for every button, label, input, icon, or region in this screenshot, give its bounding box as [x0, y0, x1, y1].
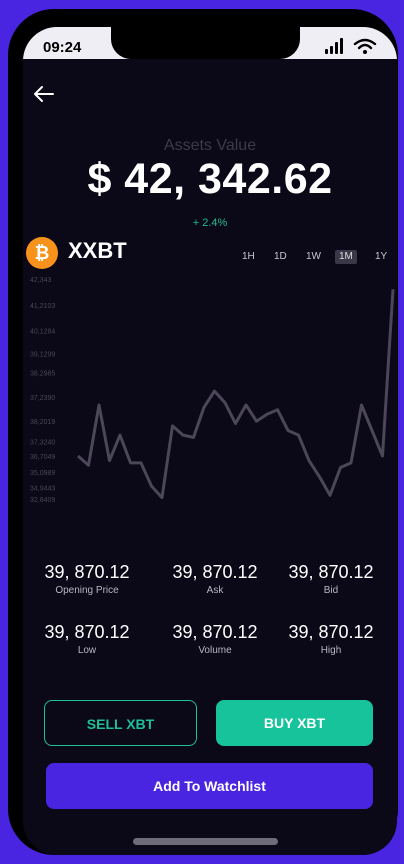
home-indicator[interactable] [133, 838, 278, 845]
tab-1m[interactable]: 1M [335, 250, 357, 264]
y-tick-label: 34,9443 [30, 485, 55, 492]
stat-value: 39, 870.12 [288, 562, 374, 582]
stat-label: Ask [206, 585, 224, 596]
y-tick-label: 40,1284 [30, 328, 55, 335]
sell-button[interactable]: SELL XBT [44, 700, 197, 746]
stat-value: 39, 870.12 [44, 562, 130, 582]
stat-high: 39, 870.12 High [271, 622, 391, 656]
screen: 09:24 Assets Value $ 42, 342.62 + 2.4% ₿… [23, 27, 397, 855]
stat-label: Opening Price [55, 585, 119, 596]
assets-value: $ 42, 342.62 [87, 155, 333, 203]
stat-value: 39, 870.12 [172, 562, 258, 582]
coin-name: XXBT [68, 238, 127, 263]
stat-label: High [320, 645, 342, 656]
status-time: 09:24 [43, 39, 82, 56]
tab-1w[interactable]: 1W [306, 251, 321, 262]
time-range-tabs: 1H 1D 1W 1M 1Y [23, 250, 397, 266]
stat-label: Bid [323, 585, 339, 596]
stat-label: Volume [198, 645, 232, 656]
y-tick-label: 42,343 [30, 277, 52, 284]
stat-opening-price: 39, 870.12 Opening Price [27, 562, 147, 596]
stat-value: 39, 870.12 [288, 622, 374, 642]
stat-low: 39, 870.12 Low [27, 622, 147, 656]
y-tick-label: 37,2390 [30, 395, 55, 402]
buy-button[interactable]: BUY XBT [216, 700, 373, 746]
price-chart: 42,343 41,2103 40,1284 39,1299 38,2985 37,239… [30, 277, 395, 504]
tab-1h[interactable]: 1H [242, 251, 255, 262]
phone-frame: 09:24 Assets Value $ 42, 342.62 + 2.4% ₿… [8, 9, 398, 855]
y-tick-label: 38,2019 [30, 419, 55, 426]
change-percent: + 2.4% [192, 217, 228, 229]
tab-1y[interactable]: 1Y [375, 251, 388, 262]
stat-label: Low [77, 645, 97, 656]
add-to-watchlist-button[interactable]: Add To Watchlist [46, 763, 373, 809]
stat-ask: 39, 870.12 Ask [155, 562, 275, 596]
y-tick-label: 39,1299 [30, 351, 55, 358]
assets-value-label: Assets Value [163, 137, 257, 154]
stat-bid: 39, 870.12 Bid [271, 562, 391, 596]
wifi-icon [353, 38, 377, 54]
y-tick-label: 41,2103 [30, 303, 55, 310]
y-tick-label: 35,0989 [30, 470, 55, 477]
price-line [77, 289, 395, 500]
arrow-left-icon[interactable] [33, 85, 55, 103]
y-tick-label: 37,3240 [30, 440, 55, 447]
status-bar: 09:24 [23, 27, 397, 59]
stat-value: 39, 870.12 [44, 622, 130, 642]
tab-1d[interactable]: 1D [274, 251, 287, 262]
stat-volume: 39, 870.12 Volume [155, 622, 275, 656]
y-tick-label: 38,2985 [30, 371, 55, 378]
signal-icon [325, 38, 343, 54]
stat-value: 39, 870.12 [172, 622, 258, 642]
y-tick-label: 32,8409 [30, 497, 55, 504]
y-tick-label: 36,7049 [30, 454, 55, 461]
notch [111, 27, 300, 59]
bitcoin-icon: ₿ [26, 237, 58, 269]
